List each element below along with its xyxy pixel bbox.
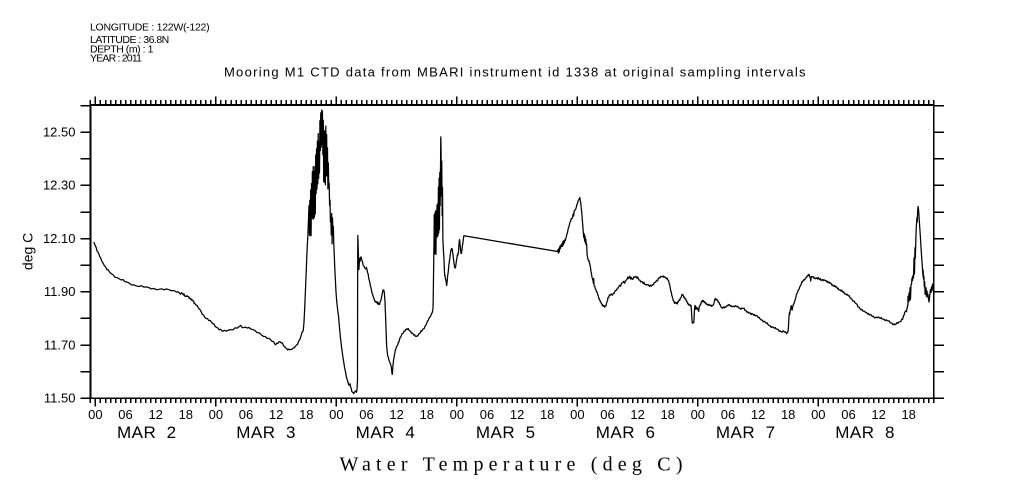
svg-text:LONGITUDE : 122W(-122): LONGITUDE : 122W(-122): [90, 22, 209, 34]
svg-text:12: 12: [510, 407, 524, 422]
svg-text:MAR 2: MAR 2: [117, 423, 177, 442]
svg-text:DEPTH (m) : 1: DEPTH (m) : 1: [90, 43, 154, 55]
svg-text:00: 00: [811, 407, 825, 422]
svg-text:Water Temperature (deg C): Water Temperature (deg C): [340, 454, 688, 476]
svg-text:18: 18: [540, 407, 554, 422]
svg-text:18: 18: [420, 407, 434, 422]
svg-text:18: 18: [660, 407, 674, 422]
svg-text:00: 00: [88, 407, 102, 422]
svg-text:LATITUDE : 36.8N: LATITUDE : 36.8N: [90, 34, 169, 46]
svg-text:18: 18: [299, 407, 313, 422]
svg-text:00: 00: [209, 407, 223, 422]
svg-text:06: 06: [480, 407, 494, 422]
svg-text:06: 06: [600, 407, 614, 422]
svg-text:18: 18: [179, 407, 193, 422]
svg-text:06: 06: [841, 407, 855, 422]
svg-text:00: 00: [329, 407, 343, 422]
svg-text:11.50: 11.50: [44, 391, 76, 406]
svg-text:11.70: 11.70: [44, 337, 76, 352]
svg-text:12: 12: [389, 407, 403, 422]
svg-text:18: 18: [901, 407, 915, 422]
svg-text:Mooring M1 CTD data from MBARI: Mooring M1 CTD data from MBARI instrumen…: [224, 65, 807, 80]
svg-text:12: 12: [630, 407, 644, 422]
svg-text:deg C: deg C: [19, 233, 35, 270]
svg-text:06: 06: [721, 407, 735, 422]
svg-text:12: 12: [751, 407, 765, 422]
svg-text:12.10: 12.10: [43, 231, 76, 246]
svg-text:MAR 5: MAR 5: [476, 423, 536, 442]
svg-text:12.50: 12.50: [43, 124, 76, 139]
svg-text:MAR 3: MAR 3: [236, 423, 296, 442]
svg-text:12: 12: [269, 407, 283, 422]
svg-text:00: 00: [450, 407, 464, 422]
svg-text:YEAR : 2011: YEAR : 2011: [90, 52, 142, 64]
svg-text:06: 06: [239, 407, 253, 422]
svg-text:11.90: 11.90: [44, 284, 76, 299]
svg-text:MAR 4: MAR 4: [356, 423, 416, 442]
svg-text:06: 06: [118, 407, 132, 422]
svg-text:00: 00: [691, 407, 705, 422]
svg-text:12: 12: [871, 407, 885, 422]
svg-text:12: 12: [148, 407, 162, 422]
svg-text:12.30: 12.30: [43, 178, 76, 193]
svg-text:00: 00: [570, 407, 584, 422]
svg-text:MAR 8: MAR 8: [835, 423, 895, 442]
svg-text:MAR 7: MAR 7: [716, 423, 776, 442]
svg-text:18: 18: [781, 407, 795, 422]
svg-text:06: 06: [359, 407, 373, 422]
svg-text:MAR 6: MAR 6: [596, 423, 656, 442]
